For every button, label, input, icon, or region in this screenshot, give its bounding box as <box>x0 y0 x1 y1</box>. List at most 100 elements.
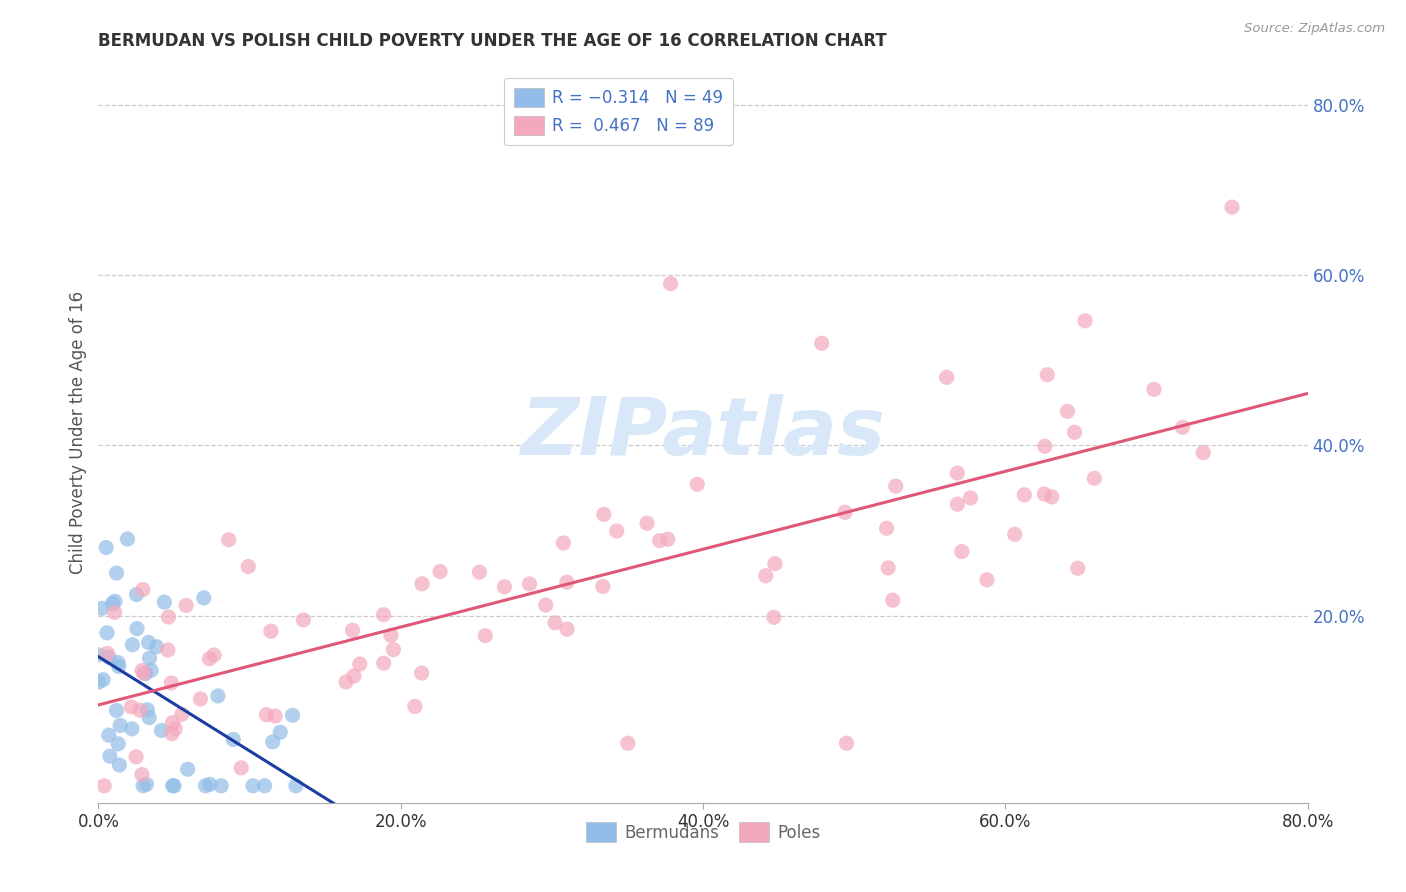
Point <box>636 516 658 531</box>
Point <box>342 624 364 638</box>
Point <box>131 767 153 781</box>
Point <box>755 568 778 582</box>
Point <box>335 674 357 689</box>
Point <box>253 779 276 793</box>
Point <box>648 533 671 548</box>
Point <box>193 591 215 605</box>
Point <box>686 477 709 491</box>
Point <box>110 718 132 732</box>
Point <box>98 749 121 764</box>
Point <box>1033 487 1056 501</box>
Point <box>1014 488 1036 502</box>
Text: Source: ZipAtlas.com: Source: ZipAtlas.com <box>1244 22 1385 36</box>
Point <box>198 651 221 665</box>
Point <box>96 646 118 660</box>
Point <box>617 736 640 750</box>
Point <box>657 533 679 547</box>
Point <box>284 779 307 793</box>
Point <box>373 657 395 671</box>
Point <box>429 565 451 579</box>
Point <box>1083 471 1105 485</box>
Point <box>121 638 143 652</box>
Point <box>105 703 128 717</box>
Point <box>128 703 150 717</box>
Point <box>1067 561 1090 575</box>
Point <box>160 676 183 690</box>
Point <box>108 758 131 772</box>
Legend: Bermudans, Poles: Bermudans, Poles <box>578 814 828 850</box>
Point <box>93 779 115 793</box>
Point <box>555 622 578 636</box>
Point <box>162 715 184 730</box>
Point <box>264 709 287 723</box>
Point <box>218 533 240 547</box>
Point <box>87 675 110 690</box>
Point <box>121 722 143 736</box>
Point <box>810 336 832 351</box>
Point <box>269 725 291 739</box>
Point <box>96 541 118 555</box>
Point <box>125 622 148 636</box>
Point <box>107 737 129 751</box>
Point <box>884 479 907 493</box>
Text: ZIPatlas: ZIPatlas <box>520 393 886 472</box>
Point <box>134 666 156 681</box>
Point <box>534 598 557 612</box>
Point <box>162 779 184 793</box>
Point <box>157 610 180 624</box>
Point <box>343 669 366 683</box>
Point <box>411 666 433 681</box>
Point <box>281 708 304 723</box>
Point <box>150 723 173 738</box>
Point <box>242 779 264 793</box>
Point <box>950 544 973 558</box>
Point <box>104 594 127 608</box>
Point <box>1040 490 1063 504</box>
Point <box>1143 382 1166 396</box>
Point <box>606 524 628 538</box>
Point <box>120 699 142 714</box>
Point <box>877 561 900 575</box>
Point <box>1220 200 1243 214</box>
Point <box>238 559 260 574</box>
Point <box>763 557 786 571</box>
Point <box>474 629 496 643</box>
Point <box>260 624 283 639</box>
Point <box>131 664 153 678</box>
Point <box>380 628 402 642</box>
Point <box>138 635 160 649</box>
Point <box>108 659 131 673</box>
Point <box>1056 404 1078 418</box>
Point <box>519 577 541 591</box>
Point <box>138 651 160 665</box>
Point <box>592 508 614 522</box>
Point <box>91 673 114 687</box>
Point <box>105 566 128 580</box>
Point <box>256 707 278 722</box>
Point <box>959 491 981 505</box>
Point <box>207 689 229 703</box>
Point <box>156 643 179 657</box>
Point <box>107 656 129 670</box>
Point <box>125 588 148 602</box>
Point <box>292 613 315 627</box>
Point <box>98 650 121 665</box>
Point <box>198 777 221 791</box>
Point <box>139 664 162 678</box>
Point <box>946 466 969 480</box>
Point <box>946 497 969 511</box>
Point <box>659 277 682 291</box>
Point <box>101 597 124 611</box>
Point <box>135 777 157 791</box>
Point <box>194 779 217 793</box>
Point <box>468 565 491 579</box>
Point <box>125 749 148 764</box>
Point <box>411 576 433 591</box>
Point <box>136 703 159 717</box>
Point <box>138 711 160 725</box>
Point <box>1033 439 1056 453</box>
Point <box>834 505 856 519</box>
Point <box>544 615 567 630</box>
Point <box>592 580 614 594</box>
Point <box>153 595 176 609</box>
